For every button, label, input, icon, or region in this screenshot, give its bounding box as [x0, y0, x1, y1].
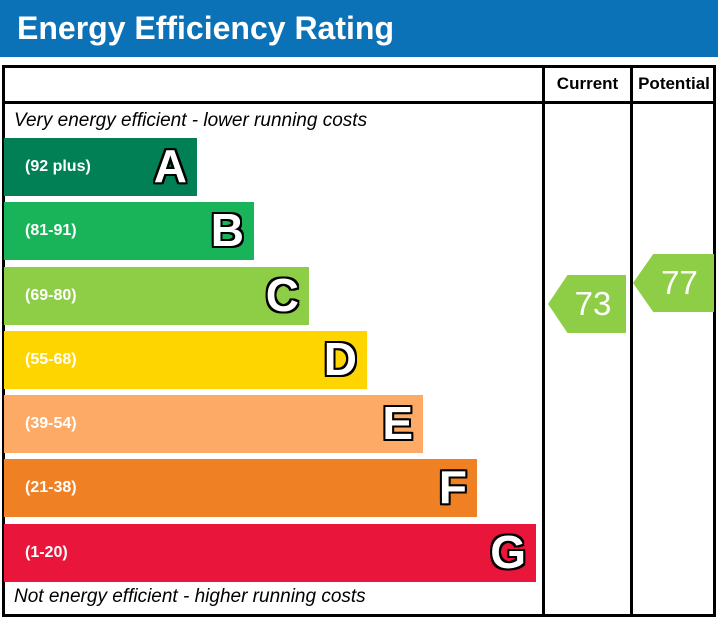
band-range-label: (1-20): [25, 543, 68, 561]
band-row-f: (21-38) F: [4, 459, 477, 518]
band-range-label: (81-91): [25, 222, 77, 240]
bottom-note: Not energy efficient - higher running co…: [14, 586, 366, 607]
band-range-label: (55-68): [25, 350, 77, 368]
current-column-header: Current: [556, 74, 619, 93]
column-divider-current: [542, 68, 545, 614]
band-range-label: (92 plus): [25, 158, 91, 175]
band-row-g: (1-20) G: [4, 523, 536, 582]
band-row-a: (92 plus) A: [4, 138, 197, 196]
band-list: (92 plus) A (81-91) B (69-80) C (55-68) …: [4, 138, 536, 582]
top-note: Very energy efficient - lower running co…: [14, 110, 368, 131]
band-row-c: (69-80) C: [4, 266, 309, 325]
title-bar: Energy Efficiency Rating: [0, 0, 718, 57]
band-row-d: (55-68) D: [4, 330, 367, 389]
band-range-label: (21-38): [25, 479, 77, 497]
band-letter: A: [153, 139, 189, 194]
band-letter: G: [489, 525, 527, 580]
band-range-label: (39-54): [25, 415, 77, 433]
header-divider: [5, 101, 713, 104]
band-letter: B: [210, 203, 246, 258]
band-letter: D: [323, 332, 359, 387]
band-range-label: (69-80): [25, 286, 77, 304]
band-letter: E: [381, 396, 414, 451]
column-divider-potential: [630, 68, 633, 614]
potential-column-header: Potential: [638, 74, 710, 93]
potential-rating-value: 77: [661, 264, 698, 301]
current-rating-value: 73: [574, 285, 612, 322]
band-row-e: (39-54) E: [4, 395, 423, 454]
band-letter: F: [438, 460, 469, 515]
band-letter: C: [265, 267, 301, 322]
band-row-b: (81-91) B: [4, 202, 254, 261]
page-title: Energy Efficiency Rating: [17, 10, 394, 46]
